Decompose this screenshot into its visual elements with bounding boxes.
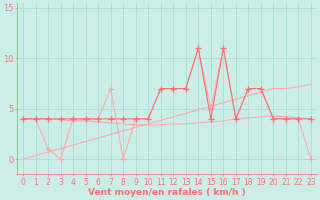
X-axis label: Vent moyen/en rafales ( km/h ): Vent moyen/en rafales ( km/h )	[88, 188, 246, 197]
